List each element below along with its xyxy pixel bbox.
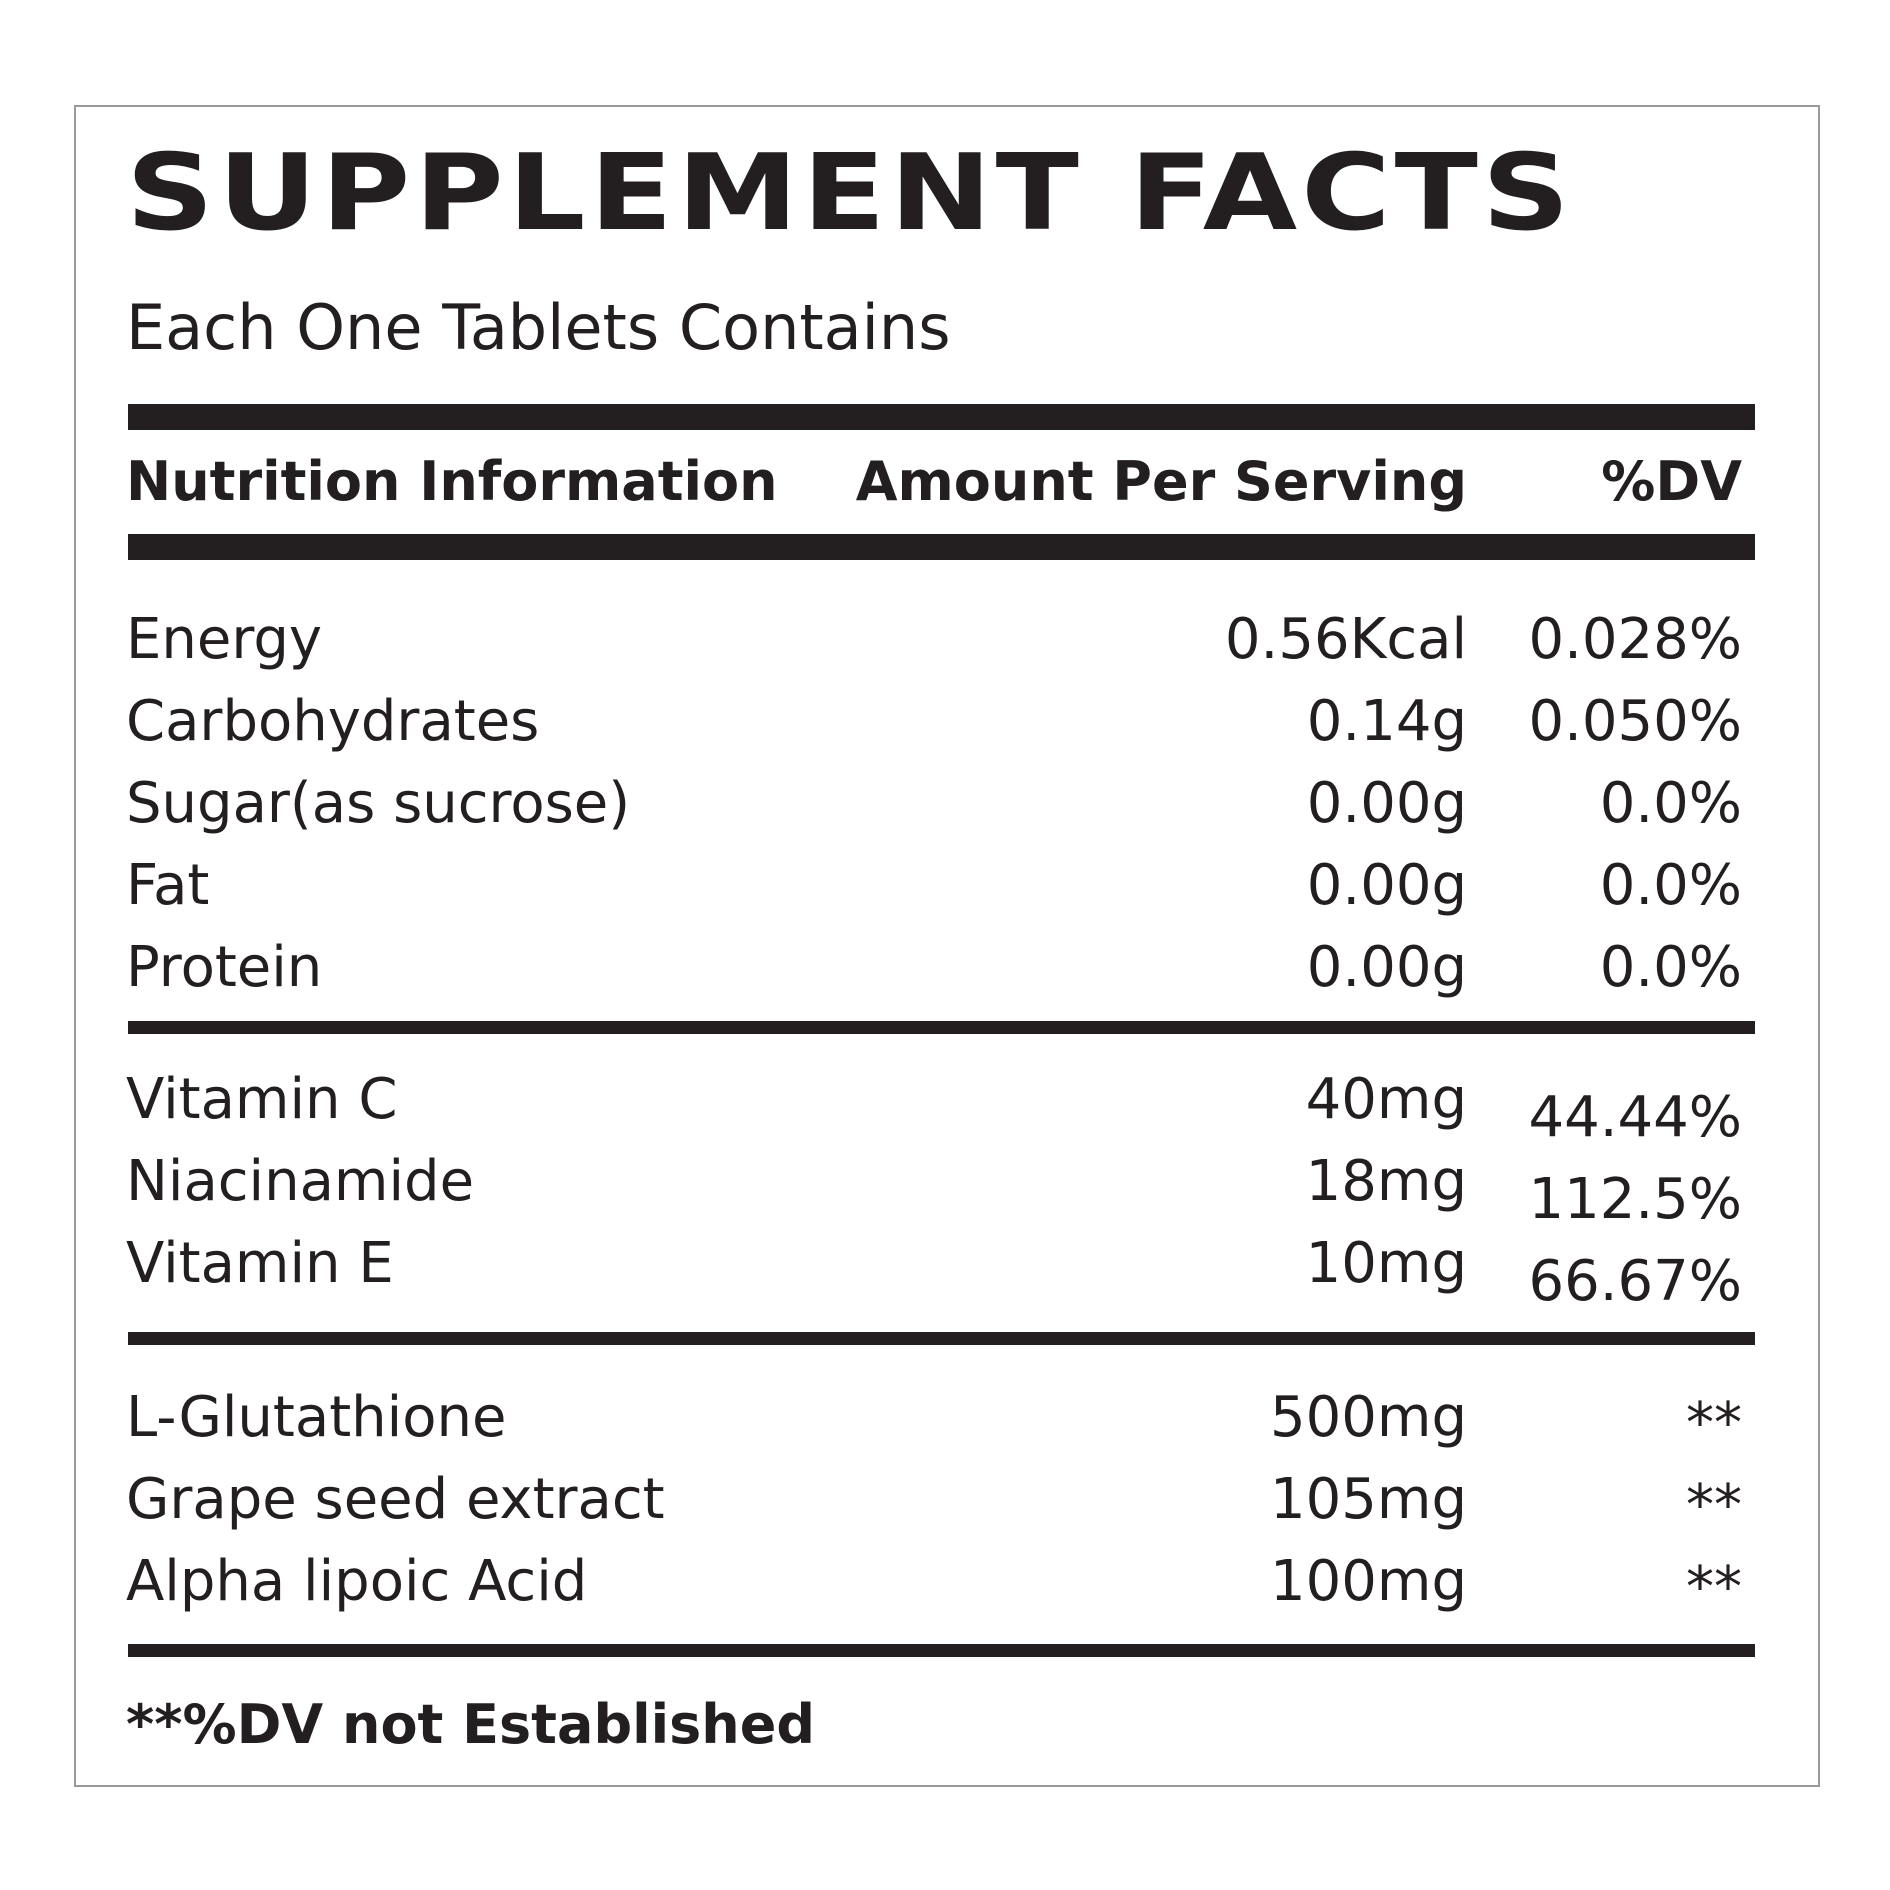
nutrient-amount: 0.14g bbox=[1306, 689, 1467, 754]
nutrient-amount: 0.00g bbox=[1306, 771, 1467, 836]
nutrient-name: Niacinamide bbox=[126, 1149, 475, 1214]
table-row: L-Glutathione 500mg ** bbox=[126, 1378, 1742, 1458]
nutrient-dv: ** bbox=[1686, 1555, 1742, 1620]
nutrient-amount: 18mg bbox=[1305, 1149, 1467, 1214]
nutrient-name: Protein bbox=[126, 935, 323, 1000]
nutrient-amount: 0.00g bbox=[1306, 853, 1467, 918]
nutrient-amount: 100mg bbox=[1270, 1549, 1467, 1614]
table-row: Energy 0.56Kcal 0.028% bbox=[126, 600, 1742, 680]
nutrient-dv: 44.44% bbox=[1528, 1085, 1742, 1150]
header-divider bbox=[128, 534, 1755, 560]
nutrient-name: Energy bbox=[126, 607, 323, 672]
nutrient-dv: 0.0% bbox=[1599, 935, 1742, 1000]
table-row: Protein 0.00g 0.0% bbox=[126, 928, 1742, 1008]
top-divider bbox=[128, 404, 1755, 430]
table-row: Grape seed extract 105mg ** bbox=[126, 1460, 1742, 1540]
header-amount-per-serving: Amount Per Serving bbox=[855, 450, 1467, 513]
nutrient-name: Sugar(as sucrose) bbox=[126, 771, 631, 836]
nutrient-dv: ** bbox=[1686, 1391, 1742, 1456]
table-row: Carbohydrates 0.14g 0.050% bbox=[126, 682, 1742, 762]
section-divider bbox=[128, 1332, 1755, 1345]
nutrient-name: Vitamin E bbox=[126, 1231, 394, 1296]
header-nutrition-information: Nutrition Information bbox=[126, 450, 778, 513]
header-daily-value: %DV bbox=[1601, 450, 1742, 513]
table-row: Niacinamide 18mg 112.5% bbox=[126, 1142, 1742, 1232]
nutrient-dv: 0.0% bbox=[1599, 853, 1742, 918]
table-row: Vitamin E 10mg 66.67% bbox=[126, 1224, 1742, 1314]
nutrient-name: Fat bbox=[126, 853, 210, 918]
nutrient-name: Grape seed extract bbox=[126, 1467, 665, 1532]
section-divider bbox=[128, 1644, 1755, 1657]
nutrient-name: Vitamin C bbox=[126, 1067, 398, 1132]
nutrient-amount: 10mg bbox=[1305, 1231, 1467, 1296]
label-title: SUPPLEMENT FACTS bbox=[126, 131, 1574, 255]
table-row: Vitamin C 40mg 44.44% bbox=[126, 1060, 1742, 1150]
table-row: Fat 0.00g 0.0% bbox=[126, 846, 1742, 926]
nutrient-amount: 40mg bbox=[1305, 1067, 1467, 1132]
table-row: Alpha lipoic Acid 100mg ** bbox=[126, 1542, 1742, 1622]
nutrient-name: Carbohydrates bbox=[126, 689, 540, 754]
label-subtitle: Each One Tablets Contains bbox=[126, 291, 951, 364]
nutrient-amount: 105mg bbox=[1270, 1467, 1467, 1532]
nutrient-name: Alpha lipoic Acid bbox=[126, 1549, 588, 1614]
nutrient-amount: 500mg bbox=[1270, 1385, 1467, 1450]
section-divider bbox=[128, 1021, 1755, 1034]
nutrient-dv: ** bbox=[1686, 1473, 1742, 1538]
footnote: **%DV not Established bbox=[126, 1693, 815, 1756]
nutrient-amount: 0.00g bbox=[1306, 935, 1467, 1000]
nutrient-dv: 66.67% bbox=[1528, 1249, 1742, 1314]
nutrient-name: L-Glutathione bbox=[126, 1385, 507, 1450]
nutrient-dv: 0.028% bbox=[1528, 607, 1742, 672]
nutrient-dv: 112.5% bbox=[1528, 1167, 1742, 1232]
nutrient-dv: 0.0% bbox=[1599, 771, 1742, 836]
nutrient-dv: 0.050% bbox=[1528, 689, 1742, 754]
supplement-facts-panel bbox=[74, 105, 1820, 1787]
nutrient-amount: 0.56Kcal bbox=[1224, 607, 1467, 672]
table-row: Sugar(as sucrose) 0.00g 0.0% bbox=[126, 764, 1742, 844]
table-header: Nutrition Information Amount Per Serving… bbox=[126, 445, 1742, 519]
